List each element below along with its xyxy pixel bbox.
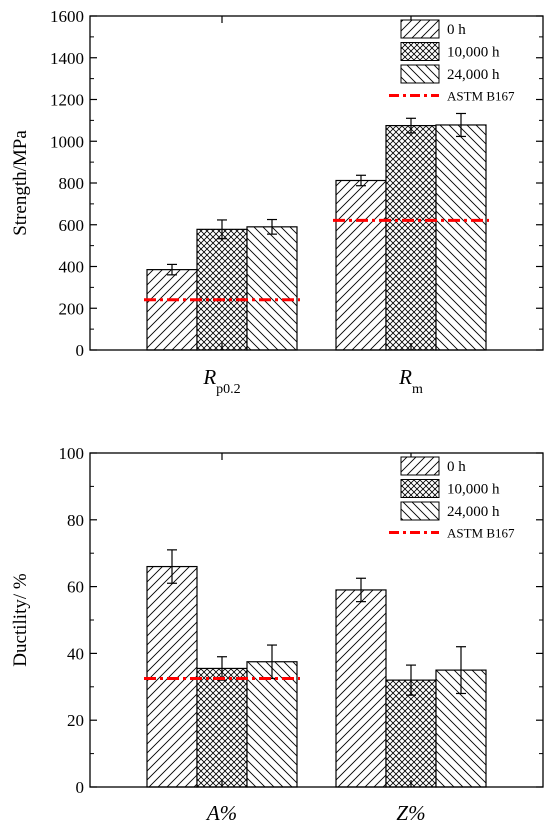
y-axis-title: Ductility/ % [10, 573, 31, 667]
y-tick-label: 60 [67, 578, 84, 597]
error-bar [456, 112, 466, 138]
y-tick-label: 80 [67, 511, 84, 530]
bar [146, 565, 198, 788]
chart-panel-2: 0 20 40 60 80 100 Ductility/ % A% Z% 0 h 10,000 h 2… [10, 444, 544, 825]
legend-swatch [400, 19, 440, 39]
x-category-subscript: p0.2 [216, 382, 241, 397]
error-bar [356, 174, 366, 187]
legend-swatch [400, 42, 440, 61]
bar [246, 661, 298, 788]
y-tick-label: 600 [59, 216, 85, 235]
x-category-label: Rp0.2 [202, 365, 240, 397]
bar [196, 228, 248, 351]
error-bar [456, 646, 466, 695]
legend-label: 24,000 h [447, 67, 500, 83]
y-tick-label: 1400 [50, 49, 84, 68]
legend-label: 0 h [447, 22, 466, 38]
legend: 0 h 10,000 h 24,000 h ASTM B167 [389, 19, 515, 104]
bar [335, 179, 387, 351]
error-bar [267, 218, 277, 235]
y-tick-label: 100 [59, 444, 85, 463]
legend-swatch [400, 501, 440, 521]
x-category-main: A% [205, 801, 237, 825]
bar [196, 667, 248, 788]
x-category-label: A% [205, 801, 237, 825]
y-tick-label: 1000 [50, 132, 84, 151]
legend-label: 10,000 h [447, 482, 500, 498]
legend-swatch [400, 64, 440, 84]
x-category-main: R [398, 365, 412, 389]
y-tick-label: 20 [67, 711, 84, 730]
x-category-label: Rm [398, 365, 423, 397]
bar [385, 679, 437, 788]
y-tick-label: 0 [76, 341, 85, 360]
y-tick-label: 800 [59, 174, 85, 193]
legend-reference-label: ASTM B167 [447, 526, 515, 541]
y-tick-label: 1200 [50, 91, 84, 110]
legend-swatch [400, 479, 440, 498]
error-bar [406, 664, 416, 696]
y-axis-title: Strength/MPa [10, 130, 31, 236]
error-bar [406, 117, 416, 134]
bar [335, 589, 387, 788]
bar [146, 269, 198, 351]
error-bar [356, 577, 366, 603]
y-tick-label: 400 [59, 258, 85, 277]
legend-label: 24,000 h [447, 504, 500, 520]
error-bar [167, 549, 177, 584]
x-category-label: Z% [396, 801, 425, 825]
x-category-subscript: m [412, 382, 423, 397]
y-tick-label: 1600 [50, 7, 84, 26]
legend: 0 h 10,000 h 24,000 h ASTM B167 [389, 456, 515, 541]
bar [246, 226, 298, 351]
legend-reference-label: ASTM B167 [447, 89, 515, 104]
y-tick-label: 200 [59, 299, 85, 318]
y-tick-label: 0 [76, 778, 85, 797]
bar [385, 124, 437, 351]
bar [435, 124, 487, 351]
error-bar [217, 656, 227, 681]
x-category-main: R [202, 365, 216, 389]
error-bar [217, 219, 227, 240]
x-category-main: Z% [396, 801, 425, 825]
legend-label: 0 h [447, 459, 466, 475]
y-tick-label: 40 [67, 644, 84, 663]
legend-label: 10,000 h [447, 45, 500, 61]
error-bar [167, 263, 177, 276]
chart-panel-1: 0 200 400 600 800 1000 1200 1400 1600 Strength/MP… [10, 7, 544, 397]
legend-swatch [400, 456, 440, 476]
